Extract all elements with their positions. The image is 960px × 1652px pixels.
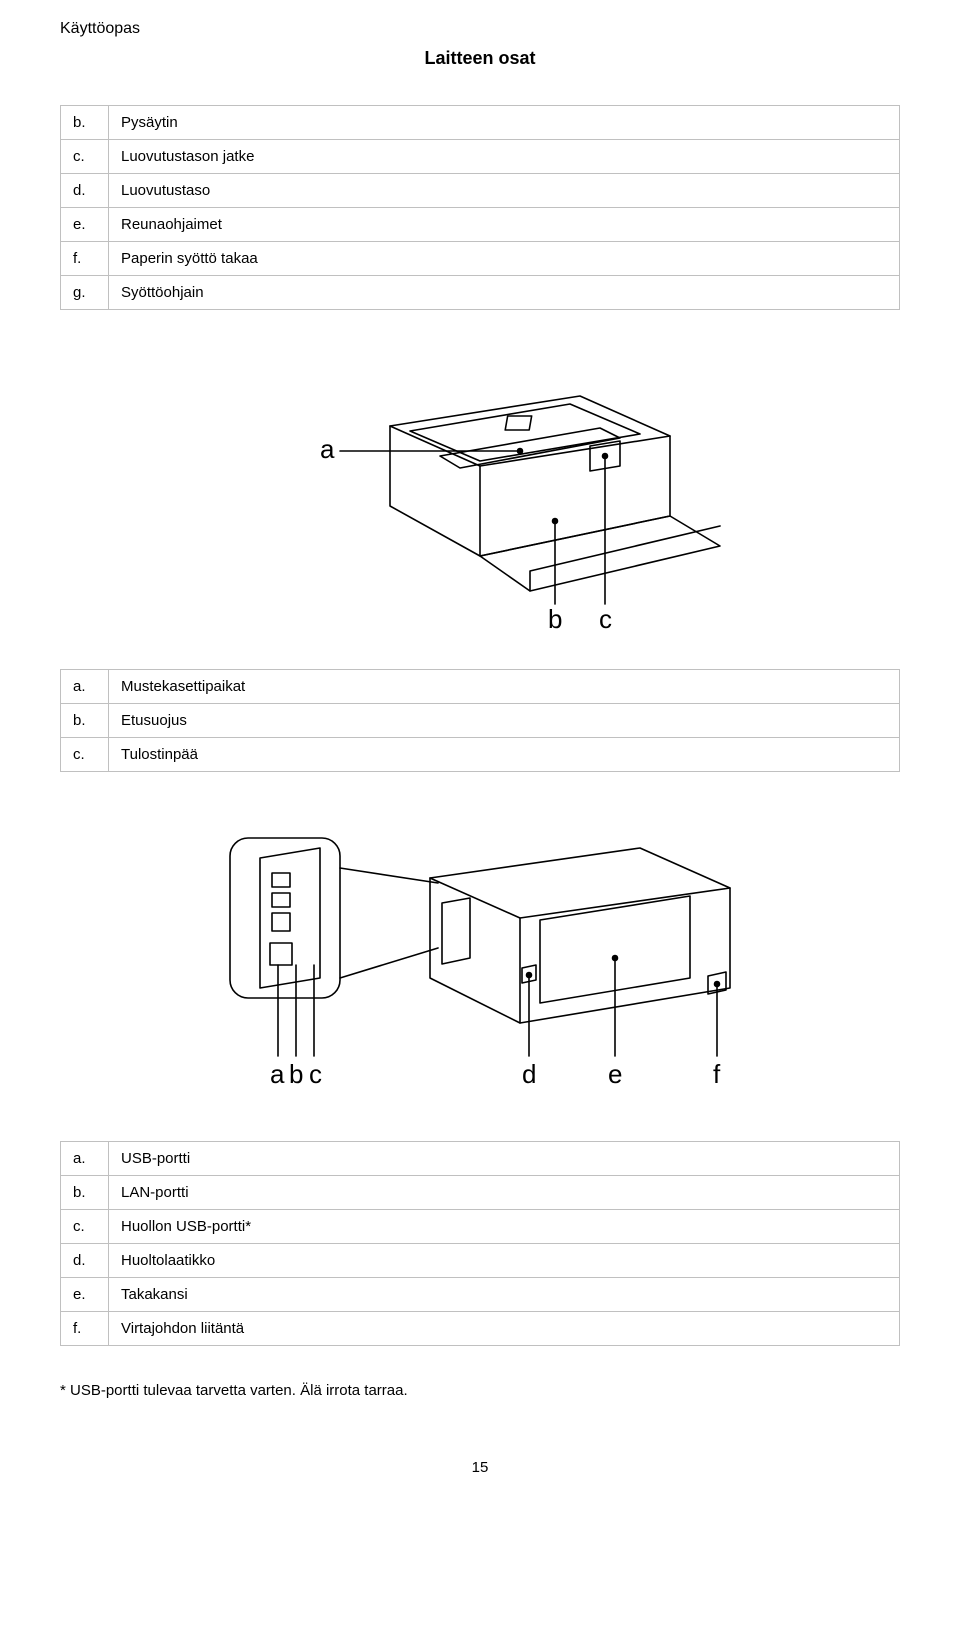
row-letter: e. <box>61 1278 109 1312</box>
row-letter: e. <box>61 208 109 242</box>
label-e: e <box>608 1059 622 1089</box>
row-letter: b. <box>61 1176 109 1210</box>
label-a: a <box>320 434 335 464</box>
table-row: d.Luovutustaso <box>61 174 900 208</box>
row-text: Takakansi <box>109 1278 900 1312</box>
row-text: Huollon USB-portti* <box>109 1210 900 1244</box>
label-d: d <box>522 1059 536 1089</box>
parts-table-3: a.USB-portti b.LAN-portti c.Huollon USB-… <box>60 1141 900 1346</box>
label-b: b <box>289 1059 303 1089</box>
table-row: a.USB-portti <box>61 1142 900 1176</box>
footnote: * USB-portti tulevaa tarvetta varten. Äl… <box>60 1382 900 1399</box>
row-text: LAN-portti <box>109 1176 900 1210</box>
row-letter: b. <box>61 106 109 140</box>
label-f: f <box>713 1059 721 1089</box>
row-text: Pysäytin <box>109 106 900 140</box>
row-text: Etusuojus <box>109 704 900 738</box>
table-row: b.LAN-portti <box>61 1176 900 1210</box>
row-letter: a. <box>61 1142 109 1176</box>
table-row: c.Huollon USB-portti* <box>61 1210 900 1244</box>
row-text: Syöttöohjain <box>109 276 900 310</box>
printer-rear-illustration: a b c d e f <box>60 808 900 1113</box>
row-letter: g. <box>61 276 109 310</box>
row-text: Mustekasettipaikat <box>109 670 900 704</box>
parts-table-1: b.Pysäytin c.Luovutustason jatke d.Luovu… <box>60 105 900 310</box>
table-row: e.Takakansi <box>61 1278 900 1312</box>
row-letter: b. <box>61 704 109 738</box>
table-row: c.Tulostinpää <box>61 738 900 772</box>
table-row: b.Etusuojus <box>61 704 900 738</box>
page-number: 15 <box>60 1459 900 1476</box>
table-row: d.Huoltolaatikko <box>61 1244 900 1278</box>
header-left: Käyttöopas <box>60 20 900 38</box>
row-text: USB-portti <box>109 1142 900 1176</box>
row-letter: c. <box>61 1210 109 1244</box>
row-text: Reunaohjaimet <box>109 208 900 242</box>
row-letter: d. <box>61 174 109 208</box>
table-row: f.Paperin syöttö takaa <box>61 242 900 276</box>
printer-open-illustration: a b c <box>60 346 900 641</box>
row-letter: c. <box>61 738 109 772</box>
table-row: b.Pysäytin <box>61 106 900 140</box>
row-text: Virtajohdon liitäntä <box>109 1312 900 1346</box>
table-row: c.Luovutustason jatke <box>61 140 900 174</box>
label-b: b <box>548 604 562 634</box>
row-letter: f. <box>61 1312 109 1346</box>
label-c: c <box>599 604 612 634</box>
parts-table-2: a.Mustekasettipaikat b.Etusuojus c.Tulos… <box>60 669 900 772</box>
row-letter: f. <box>61 242 109 276</box>
table-row: f.Virtajohdon liitäntä <box>61 1312 900 1346</box>
label-c: c <box>309 1059 322 1089</box>
row-text: Huoltolaatikko <box>109 1244 900 1278</box>
table-row: g.Syöttöohjain <box>61 276 900 310</box>
label-a: a <box>270 1059 285 1089</box>
row-letter: d. <box>61 1244 109 1278</box>
row-text: Paperin syöttö takaa <box>109 242 900 276</box>
row-text: Luovutustason jatke <box>109 140 900 174</box>
table-row: a.Mustekasettipaikat <box>61 670 900 704</box>
row-text: Luovutustaso <box>109 174 900 208</box>
row-letter: c. <box>61 140 109 174</box>
row-letter: a. <box>61 670 109 704</box>
header-center: Laitteen osat <box>60 48 900 69</box>
row-text: Tulostinpää <box>109 738 900 772</box>
table-row: e.Reunaohjaimet <box>61 208 900 242</box>
